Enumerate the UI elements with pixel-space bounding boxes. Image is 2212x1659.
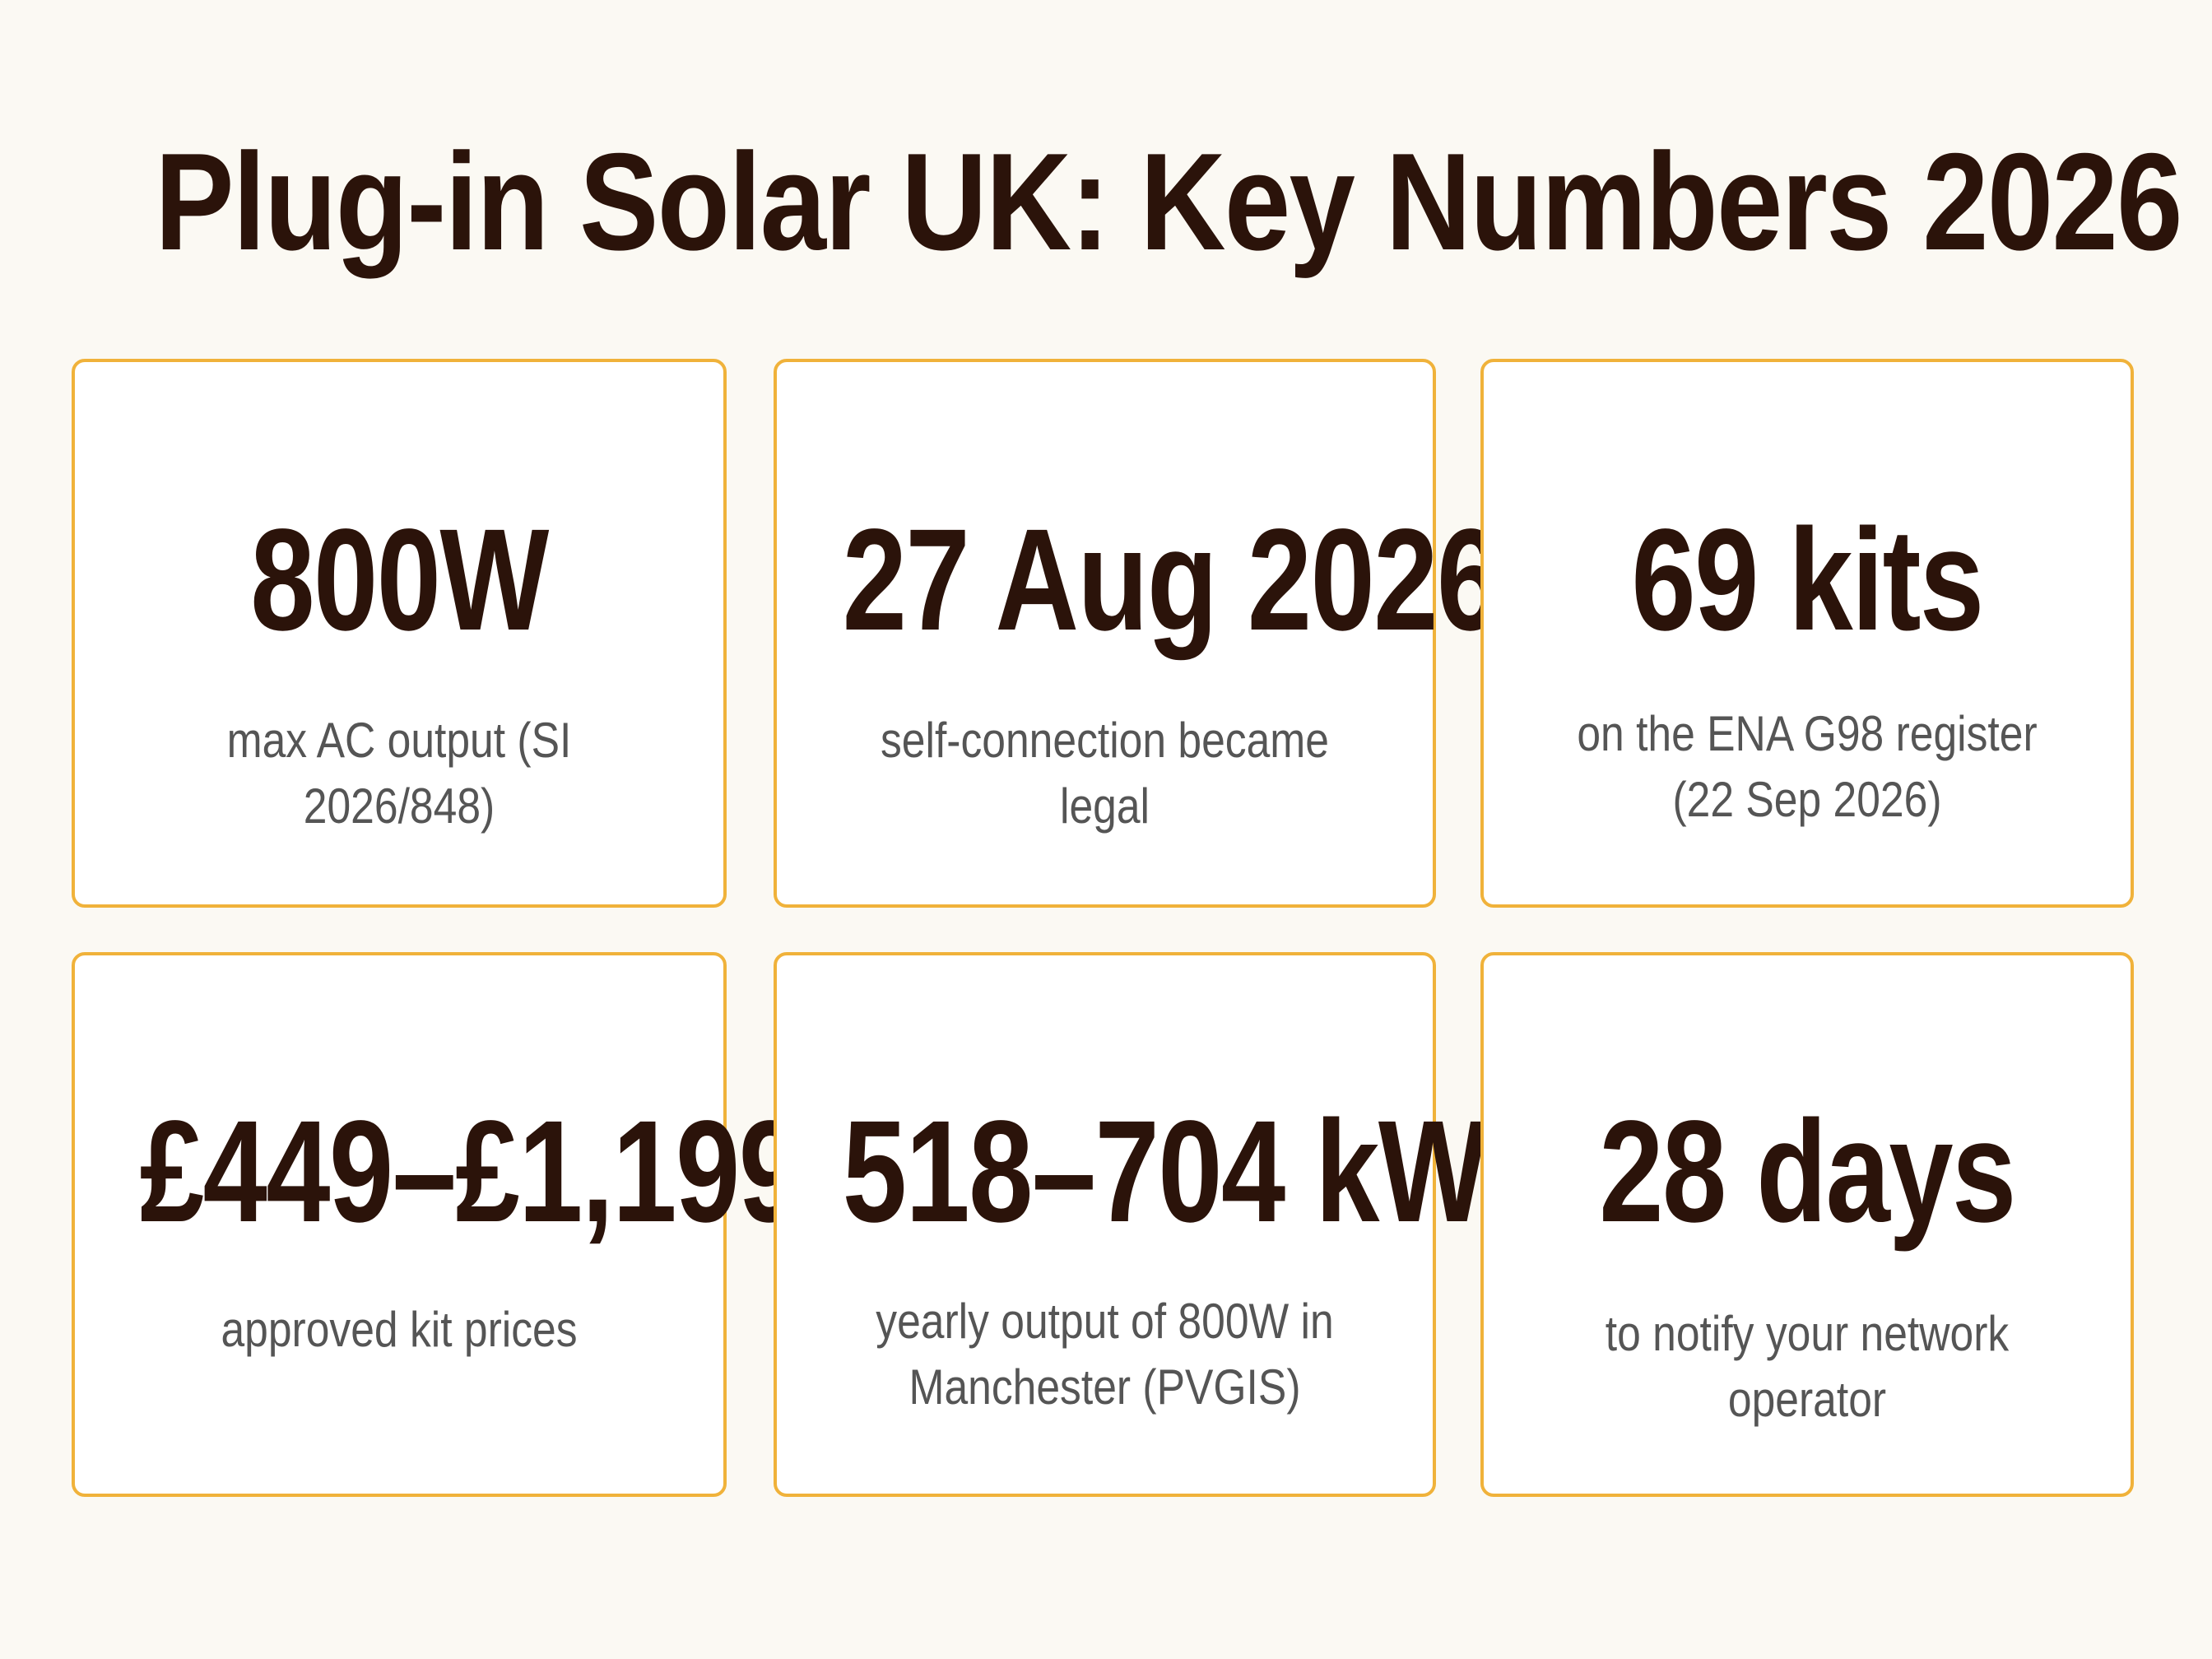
stat-card-yearly-output: 518–704 kWh yearly output of 800W in Man…: [774, 952, 1557, 1497]
page-title: Plug-in Solar UK: Key Numbers 2026: [155, 124, 2182, 279]
stat-label: max AC output (SI 2026/848): [226, 713, 572, 834]
stat-label: yearly output of 800W in Manchester (PVG…: [876, 1294, 1334, 1415]
stat-card-notify-days: 28 days to notify your network operator: [1480, 952, 2134, 1497]
stat-label: on the ENA G98 register (22 Sep 2026): [1577, 706, 2038, 827]
stat-card-kit-count: 69 kits on the ENA G98 register (22 Sep …: [1480, 359, 2134, 908]
stat-label: approved kit prices: [221, 1302, 578, 1357]
stat-card-legal-date: 27 Aug 2026 self-connection became legal: [774, 359, 1502, 908]
stat-label: self-connection became legal: [881, 713, 1329, 834]
stat-value: 28 days: [1599, 1091, 2016, 1252]
stat-card-max-output: 800W max AC output (SI 2026/848): [72, 359, 727, 908]
stat-value: 800W: [250, 500, 549, 661]
stat-value: 69 kits: [1631, 500, 1984, 661]
stat-label: to notify your network operator: [1605, 1306, 2010, 1427]
stat-card-kit-prices: £449–£1,199 approved kit prices: [72, 952, 803, 1497]
stat-value: £449–£1,199: [139, 1091, 803, 1252]
stat-value: 518–704 kWh: [842, 1091, 1557, 1252]
stat-value: 27 Aug 2026: [842, 500, 1502, 661]
